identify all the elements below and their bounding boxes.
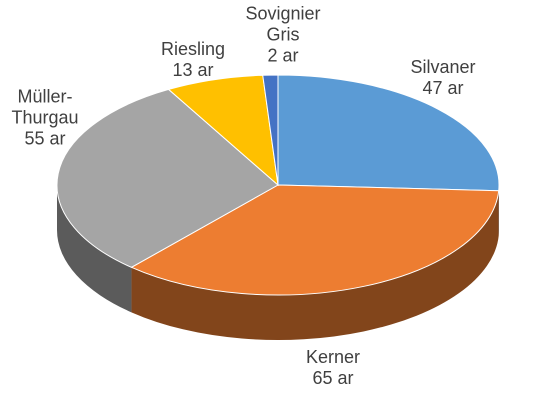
pie-slice xyxy=(130,184,500,296)
category-name: Riesling xyxy=(160,39,226,59)
category-name: Kerner xyxy=(305,347,361,367)
data-label: Riesling 13 ar xyxy=(138,39,248,81)
value-label: 2 ar xyxy=(267,45,299,66)
data-label: Sovignier Gris 2 ar xyxy=(233,4,333,67)
data-label: Müller-Thurgau 55 ar xyxy=(0,87,90,150)
value-label: 65 ar xyxy=(312,368,354,388)
pie-slice xyxy=(262,74,279,186)
pie-slice xyxy=(167,74,279,187)
value-label: 47 ar xyxy=(422,78,464,98)
data-label: Silvaner 47 ar xyxy=(388,57,498,99)
slice-side xyxy=(131,190,499,340)
data-label: Kerner 65 ar xyxy=(278,347,388,389)
pie-slice xyxy=(277,74,500,192)
slice-side xyxy=(57,185,132,313)
pie-slice xyxy=(56,88,279,268)
category-name: Müller-Thurgau xyxy=(11,86,79,128)
value-label: 55 ar xyxy=(24,128,66,149)
category-name: Sovignier Gris xyxy=(245,3,321,45)
value-label: 13 ar xyxy=(172,60,214,80)
category-name: Silvaner xyxy=(410,57,476,77)
